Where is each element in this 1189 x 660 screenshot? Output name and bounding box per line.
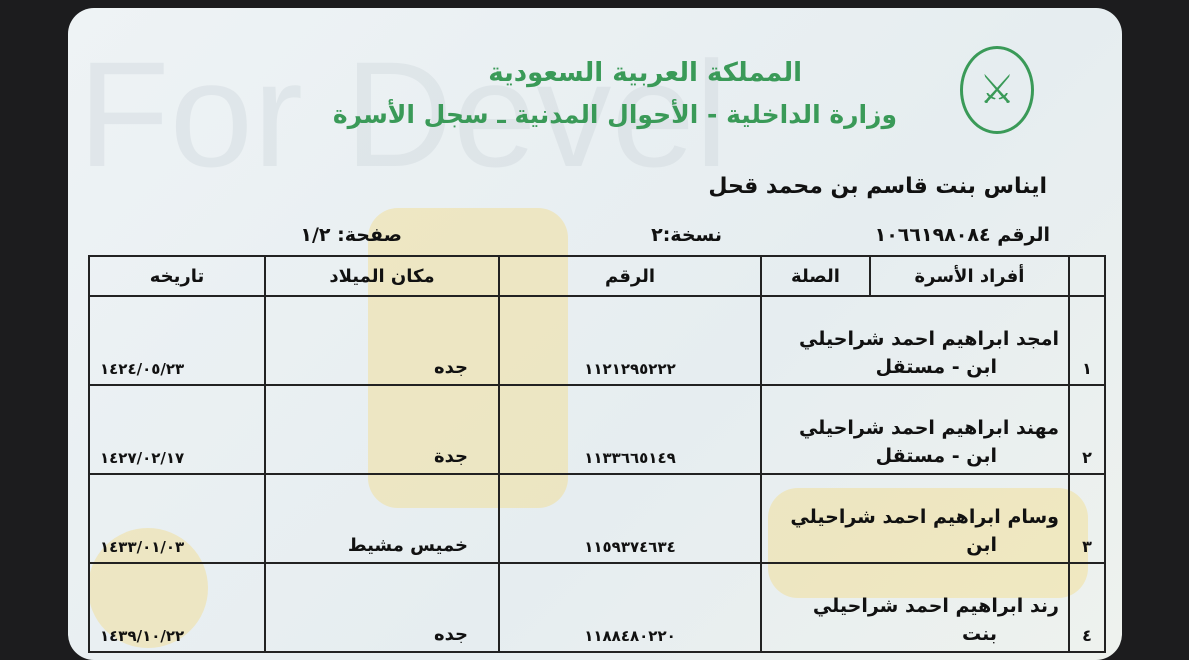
row-index: ٣ — [1068, 473, 1106, 564]
header-index — [1068, 255, 1106, 297]
member-cell: وسام ابراهيم احمد شراحيلي ابن — [760, 473, 1070, 564]
member-birthdate: ١٤٢٧/٠٢/١٧ — [88, 384, 266, 475]
member-cell: امجد ابراهيم احمد شراحيلي ابن - مستقل — [760, 295, 1070, 386]
table-row: ١ امجد ابراهيم احمد شراحيلي ابن - مستقل ١… — [88, 295, 1106, 386]
family-members-table: أفراد الأسرة الصلة الرقم مكان الميلاد تا… — [88, 255, 1106, 653]
watermark: For Devel — [78, 30, 729, 198]
member-birthplace: جده — [264, 295, 500, 386]
row-index: ٤ — [1068, 562, 1106, 653]
owner-id: الرقم ١٠٦٦١٩٨٠٨٤ — [874, 224, 1050, 246]
member-relation: ابن - مستقل — [875, 356, 997, 378]
member-birthplace: جده — [264, 562, 500, 653]
member-birthdate: ١٤٢٤/٠٥/٢٣ — [88, 295, 266, 386]
table-header-row: أفراد الأسرة الصلة الرقم مكان الميلاد تا… — [88, 255, 1106, 297]
row-index: ١ — [1068, 295, 1106, 386]
member-birthdate: ١٤٣٩/١٠/٢٢ — [88, 562, 266, 653]
table-row: ٢ مهند ابراهيم احمد شراحيلي ابن - مستقل ١… — [88, 384, 1106, 475]
member-name: امجد ابراهيم احمد شراحيلي — [799, 328, 1059, 350]
member-relation: ابن - مستقل — [875, 445, 997, 467]
member-number: ١١٨٨٤٨٠٢٢٠ — [498, 562, 762, 653]
header-members: أفراد الأسرة — [869, 255, 1070, 297]
table-row: ٣ وسام ابراهيم احمد شراحيلي ابن ١١٥٩٣٧٤٦٣… — [88, 473, 1106, 564]
member-cell: مهند ابراهيم احمد شراحيلي ابن - مستقل — [760, 384, 1070, 475]
member-name: مهند ابراهيم احمد شراحيلي — [798, 417, 1059, 439]
member-cell: رند ابراهيم احمد شراحيلي بنت — [760, 562, 1070, 653]
ministry-subtitle: وزارة الداخلية - الأحوال المدنية ـ سجل ا… — [332, 100, 897, 129]
member-name: رند ابراهيم احمد شراحيلي — [812, 595, 1059, 617]
member-relation: ابن — [966, 534, 997, 556]
member-number: ١١٥٩٣٧٤٦٣٤ — [498, 473, 762, 564]
member-birthdate: ١٤٣٣/٠١/٠٣ — [88, 473, 266, 564]
member-number: ١١٣٣٦٦٥١٤٩ — [498, 384, 762, 475]
header-relation: الصلة — [760, 255, 871, 297]
member-relation: بنت — [961, 623, 997, 645]
kingdom-title: المملكة العربية السعودية — [488, 58, 802, 88]
owner-name: ايناس بنت قاسم بن محمد قحل — [708, 174, 1047, 199]
saudi-emblem-icon: ⚔ — [960, 46, 1034, 134]
member-name: وسام ابراهيم احمد شراحيلي — [790, 506, 1059, 528]
header-number: الرقم — [498, 255, 762, 297]
copy-number: نسخة:٢ — [651, 224, 722, 246]
family-register-card: For Devel ⚔ المملكة العربية السعودية وزا… — [68, 8, 1122, 660]
header-birthplace: مكان الميلاد — [264, 255, 500, 297]
row-index: ٢ — [1068, 384, 1106, 475]
table-row: ٤ رند ابراهيم احمد شراحيلي بنت ١١٨٨٤٨٠٢٢٠… — [88, 562, 1106, 653]
page-number: صفحة: ١/٢ — [300, 224, 402, 246]
member-birthplace: خميس مشيط — [264, 473, 500, 564]
member-birthplace: جدة — [264, 384, 500, 475]
header-date: تاريخه — [88, 255, 266, 297]
member-number: ١١٢١٢٩٥٢٢٢ — [498, 295, 762, 386]
